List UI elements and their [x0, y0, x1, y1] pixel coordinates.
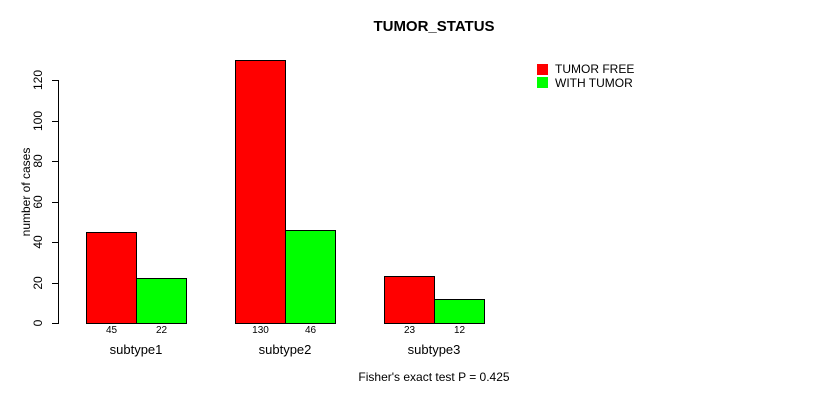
bar-value-label: 46: [304, 325, 317, 336]
bar-value-label: 130: [252, 325, 269, 336]
y-axis-tick: [52, 202, 58, 203]
bar-tumor-free-subtype1: [86, 232, 137, 324]
category-label: subtype1: [109, 342, 163, 357]
bar-tumor-free-subtype3: [384, 276, 435, 324]
category-label: subtype3: [407, 342, 461, 357]
y-axis-tick: [52, 161, 58, 162]
y-axis-tick-label: 120: [31, 69, 45, 91]
y-axis-tick-label: 0: [31, 319, 45, 327]
legend-item: TUMOR FREE: [537, 63, 634, 76]
y-axis-tick: [52, 80, 58, 81]
bar-with-tumor-subtype2: [285, 230, 336, 324]
legend-item: WITH TUMOR: [537, 77, 634, 90]
y-axis-line: [58, 80, 59, 324]
y-axis-tick: [52, 323, 58, 324]
legend-swatch-tumor-free: [537, 63, 548, 75]
annotation-fisher-test: Fisher's exact test P = 0.425: [358, 370, 510, 384]
y-axis-tick-label: 100: [31, 110, 45, 132]
y-axis-tick-label: 60: [31, 195, 45, 209]
bar-value-label: 45: [105, 325, 118, 336]
legend-label: WITH TUMOR: [555, 75, 633, 90]
y-axis-tick-label: 80: [31, 154, 45, 168]
bar-with-tumor-subtype3: [434, 299, 485, 324]
bar-value-label: 23: [403, 325, 416, 336]
legend-label: TUMOR FREE: [555, 62, 635, 77]
y-axis-tick-label: 40: [31, 235, 45, 249]
chart-title: TUMOR_STATUS: [373, 18, 495, 35]
legend: TUMOR FREE WITH TUMOR: [537, 63, 634, 90]
legend-swatch-with-tumor: [537, 77, 548, 89]
y-axis-tick: [52, 283, 58, 284]
y-axis-tick: [52, 121, 58, 122]
bar-value-label: 22: [155, 325, 168, 336]
y-axis-tick-label: 20: [31, 276, 45, 290]
y-axis-tick: [52, 242, 58, 243]
bar-tumor-free-subtype2: [235, 60, 286, 324]
bar-with-tumor-subtype1: [136, 278, 187, 324]
bar-value-label: 12: [453, 325, 466, 336]
category-label: subtype2: [258, 342, 312, 357]
